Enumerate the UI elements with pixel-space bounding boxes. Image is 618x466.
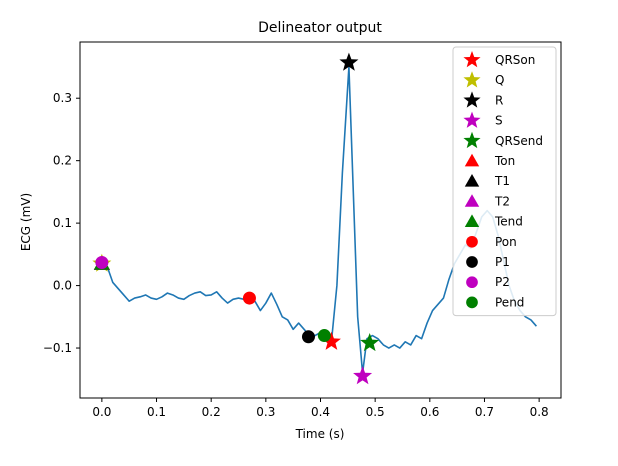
legend: QRSon QRS QRSend Ton T1 T2 Tend Pon P1 P2 Pend	[452, 46, 557, 317]
legend-marker-p1	[466, 256, 478, 268]
chart-title: Delineator output	[258, 20, 382, 36]
legend-marker-pon	[466, 235, 478, 248]
marker-pon	[242, 291, 256, 305]
x-tick-label: 0.1	[147, 405, 166, 419]
x-tick-label: 0.6	[420, 405, 439, 419]
y-tick-label: 0.3	[53, 91, 72, 105]
marker-r	[339, 52, 359, 71]
legend-label-t1: T1	[494, 174, 510, 188]
marker-pend	[317, 329, 331, 343]
x-tick-label: 0.3	[256, 405, 275, 419]
x-tick-label: 0.2	[202, 405, 221, 419]
legend-marker-ton	[464, 153, 480, 167]
legend-marker-pend	[466, 296, 478, 309]
legend-label-r: R	[495, 93, 503, 107]
legend-marker-q	[463, 71, 481, 88]
legend-marker-t1	[464, 174, 480, 187]
legend-label-s: S	[495, 114, 503, 128]
legend-marker-qrsend	[463, 131, 481, 149]
x-tick-label: 0.4	[311, 405, 330, 419]
legend-marker-p2	[466, 276, 478, 289]
legend-label-q: Q	[495, 73, 504, 87]
legend-label-p1: P1	[495, 255, 510, 269]
legend-marker-s	[463, 111, 481, 128]
y-tick-label: −0.1	[43, 341, 72, 355]
x-tick-label: 0.5	[366, 405, 385, 419]
legend-label-t2: T2	[494, 194, 510, 208]
legend-label-qrsend: QRSend	[495, 134, 543, 148]
legend-label-pend: Pend	[495, 295, 524, 309]
legend-box	[452, 46, 557, 317]
marker-qrson	[321, 331, 341, 350]
x-axis-label: Time (s)	[295, 427, 345, 441]
legend-label-qrson: QRSon	[495, 53, 535, 67]
marker-s	[353, 366, 373, 385]
legend-label-p2: P2	[495, 275, 510, 289]
marker-p2	[95, 255, 109, 269]
y-tick-label: 0.2	[53, 154, 72, 168]
x-axis-ticks: 0.0 0.1 0.2 0.3 0.4 0.5 0.6 0.7 0.8	[92, 398, 549, 419]
x-tick-label: 0.8	[530, 405, 549, 419]
legend-marker-t2	[464, 194, 480, 207]
x-tick-label: 0.7	[475, 405, 494, 419]
legend-marker-qrson	[463, 51, 481, 68]
y-axis-ticks: −0.1 0.0 0.1 0.2 0.3	[43, 91, 80, 355]
legend-label-tend: Tend	[494, 215, 523, 229]
marker-p1	[301, 330, 315, 344]
y-axis-label: ECG (mV)	[19, 193, 33, 251]
legend-label-pon: Pon	[495, 235, 517, 249]
y-tick-label: 0.0	[53, 279, 72, 293]
y-tick-label: 0.1	[53, 216, 72, 230]
legend-marker-r	[463, 91, 481, 108]
legend-label-ton: Ton	[494, 154, 515, 168]
legend-marker-tend	[464, 214, 480, 227]
plot-frame	[79, 41, 562, 399]
x-tick-label: 0.0	[92, 405, 111, 419]
marker-qrsend	[360, 333, 380, 352]
